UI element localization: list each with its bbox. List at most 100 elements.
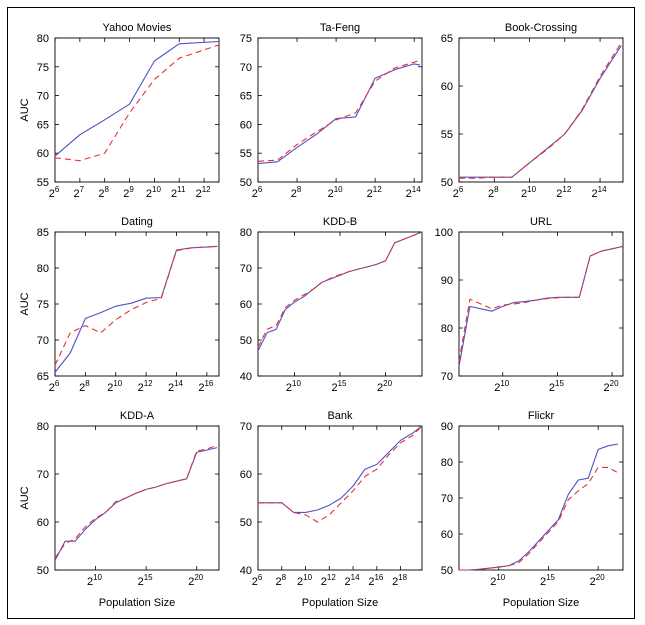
x-tick-label: 220 — [590, 573, 606, 588]
y-tick-label: 50 — [240, 517, 252, 529]
x-tick-label: 215 — [540, 573, 556, 588]
x-tick-label: 26 — [453, 185, 464, 200]
subplot-1: Ta-Feng 50 55 60 65 70 75 26 28 210 212 214 — [240, 22, 423, 200]
y-tick-label: 50 — [240, 335, 252, 347]
y-tick-label: 80 — [441, 457, 453, 469]
y-tick-label: 75 — [37, 62, 49, 74]
x-tick-label: 216 — [368, 573, 384, 588]
y-axis-label: AUC — [19, 292, 31, 315]
series-line-0 — [257, 63, 421, 165]
y-tick-label: 70 — [37, 469, 49, 481]
series-line-1 — [459, 466, 619, 571]
y-tick-label: 55 — [240, 148, 252, 160]
y-tick-label: 60 — [240, 469, 252, 481]
series-line-1 — [54, 44, 220, 162]
subplot-2: Book-Crossing 50 55 60 65 26 28 210 212 214 — [441, 22, 624, 200]
y-tick-label: 55 — [37, 177, 49, 189]
x-tick-label: 210 — [328, 185, 344, 200]
y-tick-label: 80 — [37, 33, 49, 45]
series-line-0 — [459, 45, 622, 178]
x-tick-label: 28 — [291, 185, 302, 200]
x-tick-label: 210 — [146, 185, 162, 200]
subplot-3: Dating 65 70 75 80 85 26 28 210 212 214 216 AUC — [19, 216, 220, 394]
plot-area — [257, 231, 423, 377]
series-line-0 — [258, 425, 423, 513]
x-tick-label: 212 — [367, 185, 383, 200]
y-tick-label: 65 — [240, 91, 252, 103]
y-tick-label: 70 — [37, 335, 49, 347]
subplot-0: Yahoo Movies 55 60 65 70 75 80 26 27 28 29 210 211 21… — [19, 22, 220, 200]
x-tick-label: 214 — [168, 379, 184, 394]
y-tick-label: 50 — [441, 177, 453, 189]
series-line-0 — [458, 245, 624, 367]
y-tick-label: 65 — [441, 33, 453, 45]
plot-area — [54, 231, 220, 377]
series-line-0 — [459, 443, 619, 571]
x-tick-label: 26 — [252, 573, 263, 588]
series-line-0 — [54, 447, 218, 561]
y-tick-label: 60 — [441, 529, 453, 541]
subplot-7: Bank 40 50 60 70 26 28 210 212 214 216 218 Populatio… — [240, 410, 423, 609]
x-tick-label: 215 — [138, 573, 154, 588]
y-tick-label: 70 — [240, 421, 252, 433]
y-tick-label: 60 — [37, 517, 49, 529]
x-tick-label: 214 — [592, 185, 608, 200]
x-tick-label: 220 — [377, 379, 393, 394]
subplot-8: Flickr 50 60 70 80 90 210 215 220 Population Size — [441, 410, 624, 609]
y-tick-label: 80 — [37, 421, 49, 433]
y-tick-label: 60 — [240, 119, 252, 131]
series-line-0 — [54, 40, 220, 157]
y-tick-label: 55 — [441, 129, 453, 141]
y-tick-label: 100 — [435, 227, 453, 239]
x-tick-label: 216 — [198, 379, 214, 394]
y-tick-label: 65 — [37, 371, 49, 383]
x-tick-label: 212 — [138, 379, 154, 394]
y-tick-label: 50 — [441, 565, 453, 577]
x-tick-label: 26 — [49, 185, 60, 200]
subplot-title: Bank — [327, 410, 353, 422]
plot-area — [458, 425, 624, 571]
x-tick-label: 28 — [79, 379, 90, 394]
y-tick-label: 80 — [37, 263, 49, 275]
plot-area — [458, 37, 624, 183]
x-tick-label: 214 — [345, 573, 361, 588]
y-tick-label: 80 — [240, 227, 252, 239]
subplot-6: KDD-A 50 60 70 80 210 215 220 AUC Population Size — [19, 410, 220, 609]
y-tick-label: 60 — [240, 299, 252, 311]
subplot-5: URL 70 80 90 100 210 215 220 — [435, 216, 624, 394]
x-tick-label: 29 — [123, 185, 134, 200]
x-tick-label: 210 — [87, 573, 103, 588]
figure-frame — [7, 7, 635, 619]
x-tick-label: 210 — [494, 379, 510, 394]
y-tick-label: 70 — [37, 91, 49, 103]
subplot-title: Book-Crossing — [505, 22, 577, 34]
plot-area — [257, 425, 423, 571]
x-axis-label: Population Size — [302, 597, 378, 609]
x-tick-label: 28 — [98, 185, 109, 200]
y-tick-label: 70 — [240, 263, 252, 275]
x-tick-label: 215 — [549, 379, 565, 394]
y-tick-label: 90 — [441, 275, 453, 287]
y-tick-label: 75 — [240, 33, 252, 45]
x-tick-label: 210 — [297, 573, 313, 588]
y-tick-label: 65 — [37, 119, 49, 131]
y-tick-label: 90 — [441, 421, 453, 433]
plot-area — [54, 425, 220, 571]
y-tick-label: 70 — [441, 371, 453, 383]
x-tick-label: 210 — [490, 573, 506, 588]
series-line-1 — [257, 231, 423, 348]
subplot-title: KDD-A — [120, 410, 155, 422]
x-tick-label: 212 — [196, 185, 212, 200]
x-tick-label: 27 — [74, 185, 85, 200]
x-tick-label: 28 — [488, 185, 499, 200]
x-tick-label: 212 — [321, 573, 337, 588]
y-tick-label: 50 — [37, 565, 49, 577]
y-axis-label: AUC — [19, 486, 31, 509]
y-axis-label: AUC — [19, 98, 31, 121]
x-tick-label: 220 — [604, 379, 620, 394]
subplot-title: URL — [530, 216, 552, 228]
series-line-1 — [458, 245, 624, 362]
x-tick-label: 26 — [49, 379, 60, 394]
series-line-1 — [459, 42, 622, 179]
